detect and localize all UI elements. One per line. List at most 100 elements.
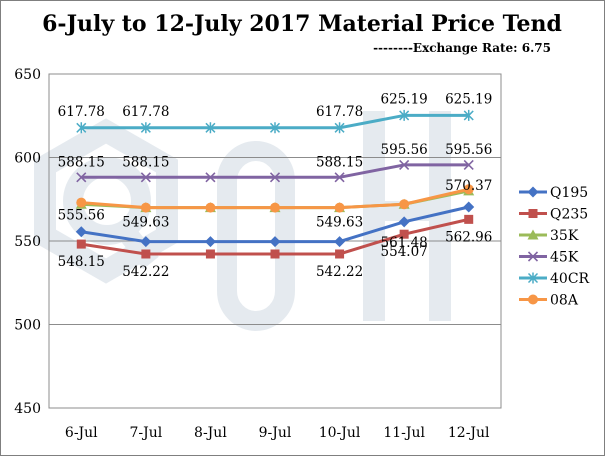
marker-diamond [398,216,410,228]
series-q195 [75,201,475,248]
marker-x [527,251,539,262]
marker-diamond [527,186,539,198]
legend: Q195 Q235 35K 45K 40CR 08A [519,185,590,309]
marker-circle [205,202,216,213]
marker-circle [463,184,474,195]
data-label: 588.15 [58,154,105,170]
exchange-rate-subtitle: --------Exchange Rate: 6.75 [373,41,551,55]
data-label: 595.56 [381,142,428,158]
data-label: 561.48 [381,235,428,251]
x-axis-ticks: 6-Jul 7-Jul 8-Jul 9-Jul 10-Jul 11-Jul 12-Jul [65,425,490,441]
marker-x [399,159,410,170]
marker-circle [528,294,538,305]
marker-x [76,172,87,183]
marker-star [463,109,474,121]
watermark-hexagon [34,118,178,284]
y-tick-label: 500 [14,318,41,334]
marker-x [140,172,151,183]
legend-item-q195: Q195 [519,185,588,201]
marker-x [205,172,216,183]
y-tick-label: 550 [14,234,41,250]
x-tick-label: 7-Jul [129,425,162,441]
marker-star [140,122,151,134]
legend-item-45k: 45K [519,250,579,266]
data-label: 570.37 [445,178,492,194]
x-tick-label: 10-Jul [319,425,361,441]
data-label: 554.07 [381,244,428,260]
series-40cr [76,109,474,134]
marker-circle [399,199,410,210]
data-labels-layer: 555.56 549.63 549.63 561.48 570.37 548.15 542.… [58,91,493,280]
watermark-b-shape [217,141,295,331]
x-tick-label: 9-Jul [259,425,292,441]
marker-x [334,172,345,183]
legend-label: 45K [550,250,579,266]
data-label: 625.19 [381,91,428,107]
x-tick-label: 6-Jul [65,425,98,441]
marker-x [463,159,474,170]
marker-square [205,249,215,259]
legend-item-40cr: 40CR [519,271,590,287]
y-tick-label: 650 [14,67,41,83]
y-tick-label: 600 [14,151,41,167]
x-tick-label: 11-Jul [383,425,425,441]
x-tick-label: 12-Jul [448,425,490,441]
legend-label: 35K [550,228,579,244]
data-label: 617.78 [316,104,363,120]
marker-triangle [527,229,539,240]
marker-square [270,249,280,259]
legend-label: 08A [550,293,579,309]
marker-square [76,239,86,249]
marker-circle [334,202,345,213]
marker-star [399,109,410,121]
chart-title: 6-July to 12-July 2017 Material Price Te… [42,11,562,37]
marker-diamond [75,226,87,238]
marker-circle [140,202,151,213]
marker-star [76,122,87,134]
data-label: 595.56 [445,142,492,158]
marker-circle [270,202,280,213]
data-label: 588.15 [122,154,169,170]
marker-square [528,209,538,218]
marker-square [399,229,409,239]
x-tick-label: 8-Jul [194,425,227,441]
marker-diamond [140,236,152,248]
data-label: 562.96 [445,229,492,245]
data-label: 555.56 [58,208,105,224]
data-label: 549.63 [122,215,169,231]
marker-star [205,122,216,134]
marker-star [269,122,281,134]
legend-label: Q235 [550,207,588,223]
marker-x [269,172,281,183]
series-layer [75,109,475,259]
marker-square [464,214,474,224]
data-label: 588.15 [316,154,363,170]
marker-star [334,122,345,134]
data-label: 617.78 [58,104,105,120]
marker-diamond [204,236,216,248]
data-label: 625.19 [445,91,492,107]
data-label: 548.15 [58,254,105,270]
y-tick-label: 450 [14,401,41,417]
legend-label: 40CR [550,271,590,287]
watermark-h-left [363,111,385,321]
data-label: 617.78 [122,104,169,120]
marker-diamond [334,236,346,248]
legend-item-35k: 35K [519,228,579,244]
data-label: 542.22 [122,264,169,280]
marker-square [335,249,345,259]
legend-item-08a: 08A [519,293,579,309]
legend-item-q235: Q235 [519,207,588,223]
marker-star [527,272,539,284]
data-label: 549.63 [316,215,363,231]
marker-diamond [463,201,475,213]
series-45k [76,159,474,183]
marker-circle [76,197,87,208]
y-axis-ticks: 450 500 550 600 650 [14,67,41,417]
series-q235 [76,214,474,259]
legend-label: Q195 [550,185,588,201]
marker-square [141,249,151,259]
series-08a [76,184,474,213]
